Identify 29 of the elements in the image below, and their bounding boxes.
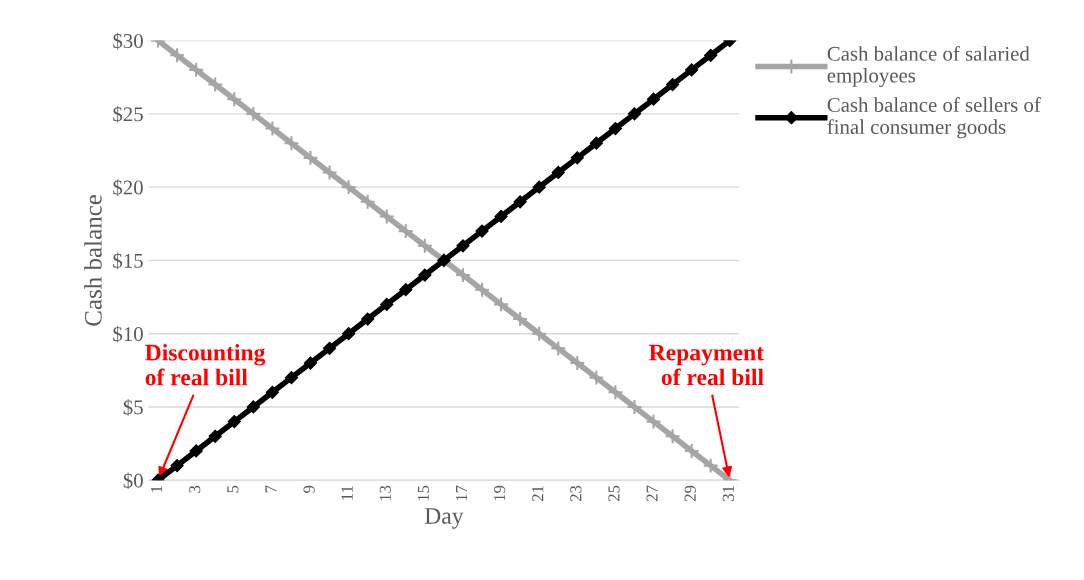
y-axis-title: Cash balance — [84, 195, 102, 326]
x-tick-label: 21 — [532, 486, 544, 502]
x-tick-label: 25 — [608, 485, 620, 502]
y-tick-label: $10 — [113, 325, 143, 343]
x-tick-label: 13 — [379, 485, 391, 501]
x-tick-label: 29 — [684, 485, 696, 502]
legend-label: Cash balance of sellers of final consumer goods — [827, 97, 1041, 139]
x-tick-label: 19 — [494, 485, 506, 501]
y-tick-label: $30 — [113, 32, 143, 50]
y-tick-label: $5 — [123, 399, 143, 416]
y-tick-label: $0 — [123, 472, 143, 490]
annotation: Discounting of real bill — [145, 343, 266, 386]
x-axis-title: Day — [424, 508, 464, 529]
x-tick-label: 1 — [151, 486, 163, 492]
y-tick-label: $15 — [113, 252, 143, 270]
annotation: Repayment of real bill — [649, 344, 764, 386]
y-tick-label: $20 — [113, 179, 143, 196]
x-tick-label: 7 — [265, 485, 277, 493]
x-tick-label: 11 — [341, 486, 353, 500]
x-tick-label: 5 — [227, 485, 239, 493]
x-tick-label: 15 — [417, 485, 430, 501]
x-tick-label: 9 — [303, 485, 315, 493]
x-tick-label: 27 — [646, 485, 658, 502]
legend-label: Cash balance of salaried employees — [827, 45, 1030, 87]
x-tick-label: 3 — [189, 485, 201, 493]
x-tick-label: 31 — [722, 486, 734, 501]
y-tick-label: $25 — [113, 106, 143, 123]
x-tick-label: 23 — [570, 485, 582, 502]
x-tick-label: 17 — [455, 485, 467, 501]
